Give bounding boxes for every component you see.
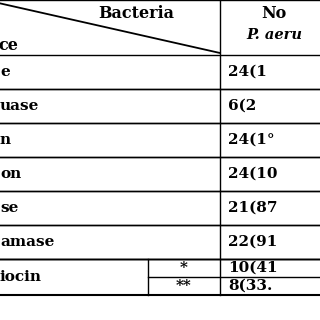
Text: 10(41: 10(41 [228, 261, 278, 275]
Text: 24(1°: 24(1° [228, 133, 275, 147]
Text: 24(10: 24(10 [228, 167, 277, 181]
Text: ce: ce [0, 36, 18, 53]
Text: Bacteria: Bacteria [98, 5, 174, 22]
Text: se: se [0, 201, 18, 215]
Text: amase: amase [0, 235, 54, 249]
Text: 21(87: 21(87 [228, 201, 277, 215]
Text: e: e [0, 65, 10, 79]
Text: 8(33.: 8(33. [228, 279, 272, 293]
Text: n: n [0, 133, 11, 147]
Text: **: ** [176, 279, 192, 293]
Text: uase: uase [0, 99, 39, 113]
Text: P. aeru: P. aeru [246, 28, 302, 42]
Text: *: * [180, 261, 188, 275]
Text: on: on [0, 167, 21, 181]
Text: 22(91: 22(91 [228, 235, 277, 249]
Text: iocin: iocin [0, 270, 42, 284]
Text: 24(1: 24(1 [228, 65, 267, 79]
Text: 6(2: 6(2 [228, 99, 256, 113]
Text: No: No [261, 5, 287, 22]
